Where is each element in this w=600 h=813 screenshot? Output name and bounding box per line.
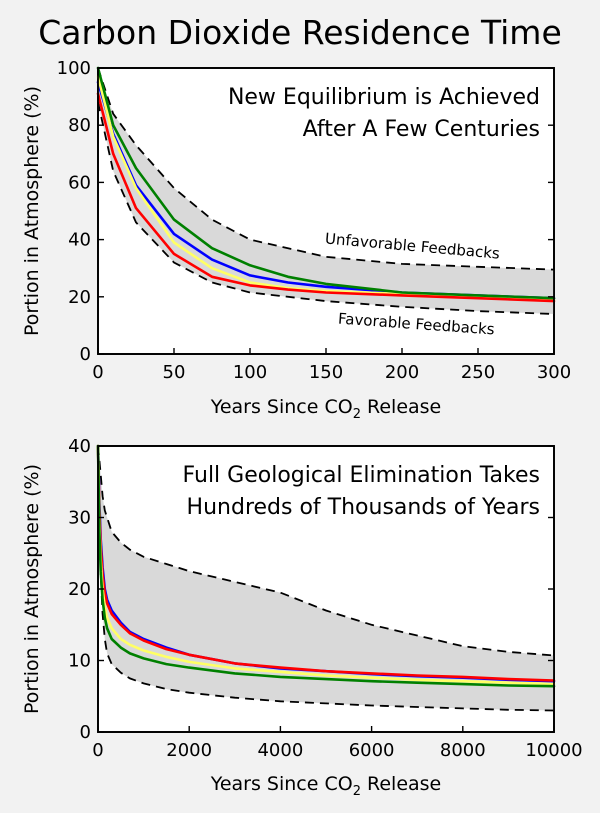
y-axis-title: Portion in Atmosphere (%) bbox=[21, 86, 43, 336]
y-tick-label: 60 bbox=[68, 172, 91, 193]
y-axis-title: Portion in Atmosphere (%) bbox=[21, 464, 43, 714]
x-tick-label: 0 bbox=[92, 362, 103, 383]
page-title: Carbon Dioxide Residence Time bbox=[38, 13, 562, 52]
y-tick-label: 40 bbox=[68, 436, 91, 457]
series-line-2 bbox=[96, 75, 556, 301]
x-tick-label: 8000 bbox=[440, 740, 486, 761]
y-tick-label: 80 bbox=[68, 115, 91, 136]
x-axis-ticks: 0 50 100 150 200 250 300 bbox=[92, 348, 571, 383]
y-axis-ticks: 0 20 40 60 80 100 bbox=[57, 58, 554, 365]
y-tick-label: 10 bbox=[68, 651, 91, 672]
chart-top: 0 50 100 150 200 250 300 0 20 40 60 80 100 New Equi… bbox=[21, 58, 571, 422]
series-line-4 bbox=[96, 66, 556, 300]
x-tick-label: 2000 bbox=[166, 740, 212, 761]
x-tick-label: 250 bbox=[461, 362, 495, 383]
y-tick-label: 30 bbox=[68, 508, 91, 529]
series-line-3 bbox=[96, 92, 556, 303]
lower-bound-line bbox=[97, 102, 555, 315]
annotation-line-2: After A Few Centuries bbox=[303, 117, 540, 142]
x-tick-label: 100 bbox=[233, 362, 267, 383]
chart-bottom: 0 2000 4000 6000 8000 10000 0 10 20 30 40 Full Ge… bbox=[21, 436, 583, 799]
y-tick-label: 20 bbox=[68, 579, 91, 600]
series-group bbox=[96, 66, 556, 303]
uncertainty-band bbox=[98, 446, 554, 711]
annotation-line-1: New Equilibrium is Achieved bbox=[228, 85, 540, 110]
y-tick-label: 0 bbox=[80, 722, 91, 743]
x-tick-label: 4000 bbox=[257, 740, 303, 761]
annotation-line-2: Hundreds of Thousands of Years bbox=[187, 495, 540, 520]
y-tick-label: 20 bbox=[68, 287, 91, 308]
x-tick-label: 300 bbox=[537, 362, 571, 383]
upper-bound-line bbox=[97, 67, 555, 271]
series-line-4 bbox=[96, 444, 556, 688]
y-tick-label: 100 bbox=[57, 58, 91, 79]
uncertainty-band bbox=[98, 68, 554, 314]
annotation-line-1: Full Geological Elimination Takes bbox=[183, 463, 540, 488]
x-tick-label: 150 bbox=[309, 362, 343, 383]
x-axis-title: Years Since CO2 Release bbox=[210, 396, 442, 422]
y-tick-label: 40 bbox=[68, 230, 91, 251]
y-axis-ticks: 0 10 20 30 40 bbox=[68, 436, 554, 743]
x-tick-label: 0 bbox=[92, 740, 103, 761]
x-tick-label: 10000 bbox=[525, 740, 582, 761]
x-axis-title: Years Since CO2 Release bbox=[210, 773, 442, 799]
x-tick-label: 6000 bbox=[349, 740, 395, 761]
x-tick-label: 50 bbox=[163, 362, 186, 383]
series-group bbox=[96, 444, 556, 688]
x-tick-label: 200 bbox=[385, 362, 419, 383]
y-tick-label: 0 bbox=[80, 344, 91, 365]
x-axis-ticks: 0 2000 4000 6000 8000 10000 bbox=[92, 726, 583, 761]
lower-bound-line bbox=[97, 445, 555, 712]
upper-bound-line bbox=[97, 445, 555, 657]
